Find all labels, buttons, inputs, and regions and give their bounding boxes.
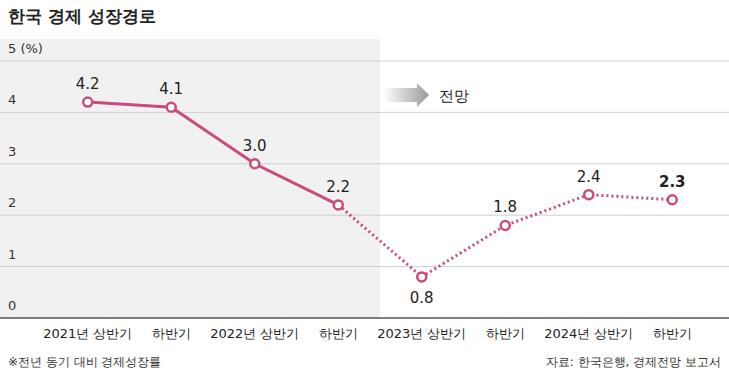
grid-line <box>0 163 729 164</box>
x-tick-label: 2024년 상반기 <box>544 326 633 341</box>
x-axis <box>0 317 729 319</box>
point <box>417 272 426 281</box>
grid-line <box>0 112 729 113</box>
x-tick-label: 하반기 <box>653 326 692 341</box>
data-label: 4.2 <box>76 75 100 93</box>
point <box>334 200 343 209</box>
grid-line <box>0 266 729 267</box>
data-label: 2.3 <box>659 173 686 191</box>
note: ※전년 동기 대비 경제성장률 <box>8 355 162 369</box>
point <box>250 159 259 168</box>
x-tick-label: 2021년 상반기 <box>43 326 132 341</box>
line-actual <box>88 102 339 205</box>
data-label: 0.8 <box>410 289 434 307</box>
data-label: 4.1 <box>159 80 183 98</box>
y-tick-label: 3 <box>8 144 16 159</box>
chart: 한국 경제 성장경로 0 1 2 3 4 5 (%) 2021년 상반기 하반기 2022년 상반… <box>0 0 729 382</box>
title: 한국 경제 성장경로 <box>8 6 156 26</box>
plot-area <box>83 98 677 282</box>
line-forecast <box>338 195 672 277</box>
y-tick-label: 0 <box>8 298 16 313</box>
x-tick-label: 하반기 <box>486 326 525 341</box>
point <box>668 195 677 204</box>
data-label: 2.2 <box>326 178 350 196</box>
data-label: 2.4 <box>577 168 601 186</box>
x-tick-label: 하반기 <box>152 326 191 341</box>
y-tick-label: 5 (%) <box>8 41 43 56</box>
point <box>501 221 510 230</box>
x-tick-label: 2023년 상반기 <box>377 326 466 341</box>
past-region <box>0 39 380 318</box>
y-tick-label: 2 <box>8 195 16 210</box>
point <box>167 103 176 112</box>
point <box>83 98 92 107</box>
point <box>584 190 593 199</box>
grid-line <box>0 61 729 62</box>
forecast-arrow <box>383 83 429 107</box>
data-label: 1.8 <box>493 198 517 216</box>
source: 자료: 한국은행, 경제전망 보고서 <box>546 355 721 369</box>
data-label: 3.0 <box>243 137 267 155</box>
y-tick-label: 4 <box>8 92 16 107</box>
x-tick-label: 하반기 <box>319 326 358 341</box>
y-tick-label: 1 <box>8 247 16 262</box>
forecast-label: 전망 <box>439 87 469 105</box>
grid-line <box>0 215 729 216</box>
x-tick-label: 2022년 상반기 <box>210 326 299 341</box>
